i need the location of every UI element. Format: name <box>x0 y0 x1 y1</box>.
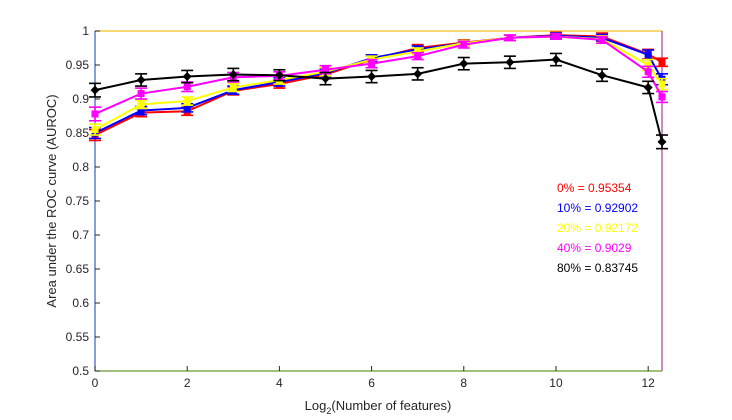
x-axis-label-rest: (Number of features) <box>331 398 451 413</box>
y-tick-label: 0.9 <box>72 92 89 106</box>
x-tick-label: 0 <box>92 376 99 390</box>
data-point <box>137 107 145 115</box>
y-tick-label: 1 <box>82 24 89 38</box>
series-line-40pct <box>94 35 663 115</box>
y-tick-label: 0.55 <box>66 330 90 344</box>
series-line-10pct <box>94 34 663 134</box>
data-point <box>505 57 515 67</box>
data-point <box>551 55 561 65</box>
data-point <box>598 36 606 44</box>
y-axis-ticks: 0.5 0.55 0.6 0.65 0.7 0.75 0.8 0.85 0.9 0.95 1 <box>66 24 100 378</box>
data-point <box>91 110 99 118</box>
data-point <box>320 74 330 84</box>
data-point <box>321 66 329 74</box>
annotation-80pct: 80% = 0.83745 <box>557 261 638 275</box>
series-80pct <box>89 52 668 150</box>
data-point <box>229 83 237 91</box>
x-axis-label: Log2(Number of features) <box>305 398 452 416</box>
y-tick-label: 0.8 <box>72 160 89 174</box>
x-tick-label: 12 <box>641 376 655 390</box>
data-point <box>658 80 666 88</box>
data-point <box>597 70 607 80</box>
data-point <box>414 52 422 60</box>
data-point <box>658 93 666 101</box>
data-point <box>183 83 191 91</box>
series-40pct <box>89 32 668 122</box>
data-point <box>644 61 652 69</box>
data-point <box>91 126 99 134</box>
y-tick-label: 0.95 <box>66 58 90 72</box>
data-point <box>183 104 191 112</box>
data-point <box>368 60 376 68</box>
data-point <box>413 69 423 79</box>
annotation-20pct: 20% = 0.92172 <box>557 221 638 235</box>
y-tick-label: 0.65 <box>66 262 90 276</box>
x-tick-label: 2 <box>184 376 191 390</box>
data-point <box>657 137 667 147</box>
data-point <box>552 32 560 40</box>
y-tick-label: 0.5 <box>72 364 89 378</box>
data-point <box>643 82 653 92</box>
x-tick-label: 10 <box>549 376 563 390</box>
y-tick-label: 0.75 <box>66 194 90 208</box>
y-tick-label: 0.7 <box>72 228 89 242</box>
series-layer <box>89 31 668 150</box>
data-point <box>136 75 146 85</box>
data-point <box>137 90 145 98</box>
annotation-0pct: 0% = 0.95354 <box>557 181 632 195</box>
x-axis-label-subscript: 2 <box>326 406 331 416</box>
y-axis-label: Area under the ROC curve (AUROC) <box>44 94 59 307</box>
data-point <box>367 72 377 82</box>
data-point <box>414 47 422 55</box>
data-point <box>460 41 468 49</box>
data-point <box>228 70 238 80</box>
data-point <box>644 68 652 76</box>
y-tick-label: 0.6 <box>72 296 89 310</box>
data-point <box>459 59 469 69</box>
data-point <box>90 85 100 95</box>
data-point <box>644 51 652 59</box>
data-point <box>183 97 191 105</box>
x-tick-label: 6 <box>368 376 375 390</box>
data-point <box>274 70 284 80</box>
x-axis-label-main: Log <box>305 398 327 413</box>
annotation-10pct: 10% = 0.92902 <box>557 201 638 215</box>
x-tick-label: 8 <box>460 376 467 390</box>
data-point <box>137 100 145 108</box>
data-point <box>182 72 192 82</box>
data-point <box>658 58 666 66</box>
value-annotations: 0% = 0.95354 10% = 0.92902 20% = 0.92172 40… <box>557 181 638 275</box>
y-tick-label: 0.85 <box>66 126 90 140</box>
series-line-80pct <box>94 58 663 143</box>
x-tick-label: 4 <box>276 376 283 390</box>
x-axis-ticks: 0 2 4 6 8 10 12 <box>92 366 655 390</box>
annotation-40pct: 40% = 0.9029 <box>557 241 632 255</box>
data-point <box>506 34 514 42</box>
